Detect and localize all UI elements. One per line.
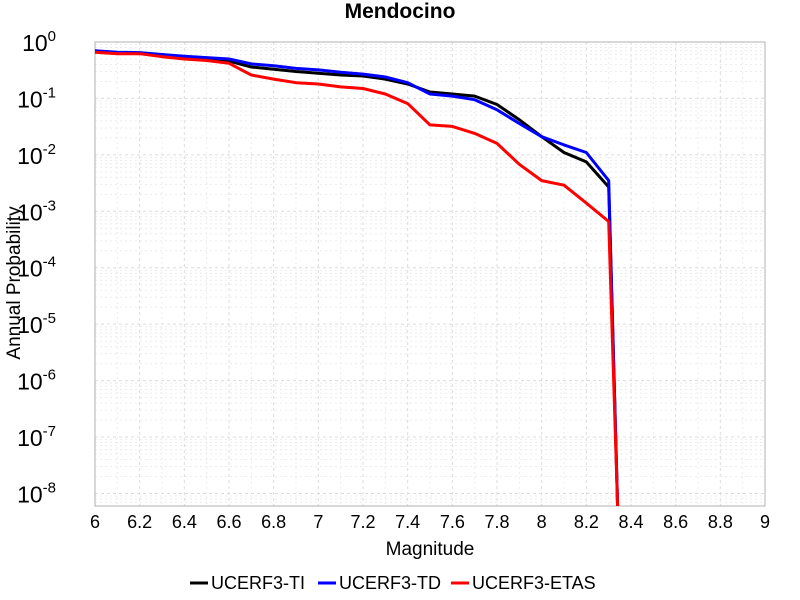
y-tick-label-7: 10-7: [17, 423, 56, 451]
y-tick-label-2: 10-2: [17, 141, 56, 169]
x-tick-label-7: 7.4: [395, 512, 420, 532]
y-tick-exponent-2: -2: [43, 141, 56, 158]
y-tick-exponent-0: 0: [48, 28, 56, 45]
y-tick-label-1: 10-1: [17, 84, 56, 112]
x-tick-label-2: 6.4: [172, 512, 197, 532]
legend: UCERF3-TI UCERF3-TD UCERF3-ETAS: [190, 573, 596, 593]
x-tick-label-4: 6.8: [261, 512, 286, 532]
series-line-ucerf3-td: [94, 49, 620, 507]
series-line-ucerf3-etas: [94, 50, 620, 507]
x-tick-label-12: 8.4: [618, 512, 643, 532]
x-tick-label-5: 7: [313, 512, 323, 532]
y-tick-exponent-1: -1: [43, 84, 56, 101]
x-tick-label-3: 6.6: [216, 512, 241, 532]
x-axis-label: Magnitude: [386, 539, 475, 560]
x-tick-label-11: 8.2: [574, 512, 599, 532]
chart-title: Mendocino: [345, 0, 456, 23]
x-tick-label-10: 8: [537, 512, 547, 532]
legend-label-ucerf3-td: UCERF3-TD: [339, 573, 441, 593]
x-tick-label-1: 6.2: [127, 512, 152, 532]
y-tick-label-6: 10-6: [17, 367, 56, 395]
x-tick-label-6: 7.2: [350, 512, 375, 532]
x-tick-label-14: 8.8: [708, 512, 733, 532]
x-tick-labels: 6 6.2 6.4 6.6 6.8 7 7.2 7.4 7.6 7.8 8 8.2 8.4 8.6 8.8 9: [90, 512, 770, 532]
y-tick-label-8: 10-8: [17, 479, 56, 507]
x-tick-label-0: 6: [90, 512, 100, 532]
y-tick-exponent-7: -7: [43, 423, 56, 440]
y-tick-label-0: 100: [22, 28, 56, 56]
y-tick-label-5: 10-5: [17, 310, 56, 338]
x-tick-label-15: 9: [760, 512, 770, 532]
plot-area: [94, 41, 766, 507]
x-tick-label-9: 7.8: [484, 512, 509, 532]
y-tick-labels: 100 10-1 10-2 10-3 10-4 10-5 10-6 10-7 10-8: [17, 28, 56, 507]
x-tick-label-8: 7.6: [440, 512, 465, 532]
y-tick-exponent-4: -4: [43, 254, 56, 271]
y-tick-label-4: 10-4: [17, 254, 56, 282]
legend-label-ucerf3-etas: UCERF3-ETAS: [472, 573, 596, 593]
y-tick-exponent-5: -5: [43, 310, 56, 327]
y-tick-exponent-6: -6: [43, 367, 56, 384]
legend-label-ucerf3-ti: UCERF3-TI: [211, 573, 305, 593]
grid: [94, 41, 766, 507]
series-lines: [94, 49, 620, 507]
y-tick-label-3: 10-3: [17, 197, 56, 225]
y-tick-exponent-8: -8: [43, 479, 56, 496]
x-tick-label-13: 8.6: [663, 512, 688, 532]
y-tick-exponent-3: -3: [43, 197, 56, 214]
y-axis-label: Annual Probability: [4, 206, 25, 360]
